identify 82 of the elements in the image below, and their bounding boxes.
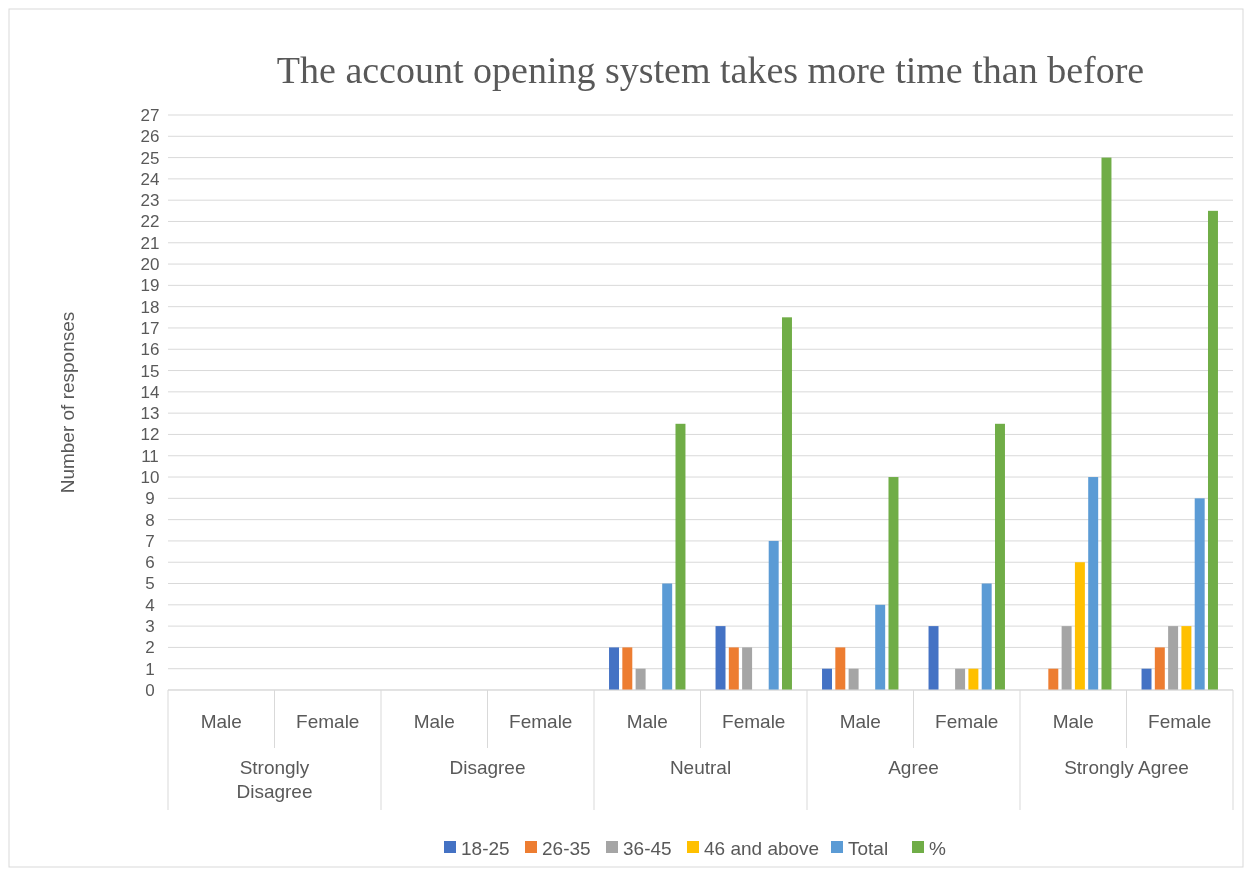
bar [1048, 668, 1059, 690]
y-tick-label: 12 [140, 425, 160, 445]
y-tick-label: 27 [140, 105, 160, 125]
x-tick-label: Female [722, 711, 786, 732]
y-tick-label: 21 [140, 233, 160, 253]
bar [994, 423, 1005, 690]
bar [835, 647, 846, 690]
legend-label: 36-45 [623, 837, 672, 859]
bar [1101, 157, 1112, 690]
bar [875, 604, 886, 690]
bar [622, 647, 633, 690]
bar [928, 626, 939, 690]
bar [1207, 210, 1218, 690]
bar [955, 668, 966, 690]
text: Disagree [449, 757, 526, 778]
y-tick-label: 8 [145, 510, 155, 530]
y-tick-label: 14 [140, 382, 160, 402]
bar [1181, 626, 1192, 690]
y-tick-label: 1 [145, 659, 155, 679]
y-tick-label: 3 [145, 617, 155, 637]
y-tick-label: 9 [145, 489, 155, 509]
y-tick-label: 11 [141, 446, 159, 466]
bar [675, 423, 686, 690]
y-tick-label: 26 [140, 127, 160, 147]
y-tick-label: 6 [145, 553, 155, 573]
y-tick-label: 25 [140, 148, 160, 168]
y-tick-label: 19 [140, 276, 160, 296]
bar [609, 647, 620, 690]
text: Strongly Agree [1064, 757, 1189, 778]
bar [728, 647, 739, 690]
bar [822, 668, 833, 690]
bar [1154, 647, 1165, 690]
bar [781, 317, 792, 690]
bar [1168, 626, 1179, 690]
y-tick-label: 22 [140, 212, 160, 232]
chart-title: The account opening system takes more time than before [276, 49, 1145, 91]
y-tick-label: 15 [140, 361, 160, 381]
legend-label: 18-25 [461, 837, 510, 859]
x-tick-label: Male [839, 711, 881, 732]
legend-label: 26-35 [542, 837, 591, 859]
bar [848, 668, 859, 690]
bar [768, 540, 779, 690]
y-tick-label: 23 [140, 191, 160, 211]
y-tick-label: 2 [145, 638, 155, 658]
y-tick-label: 5 [145, 574, 155, 594]
y-tick-label: 24 [140, 169, 160, 189]
bar [742, 647, 753, 690]
y-tick-label: 10 [140, 467, 160, 487]
bar [635, 668, 646, 690]
legend-label: Total [848, 837, 889, 859]
y-tick-label: 20 [140, 255, 160, 275]
bar [1074, 562, 1085, 690]
text: Strongly Disagree [236, 757, 313, 802]
bar [1088, 477, 1099, 690]
x-tick-label: Male [413, 711, 455, 732]
y-tick-label: 17 [140, 318, 160, 338]
y-tick-label: 13 [140, 404, 160, 424]
bar [981, 583, 992, 690]
legend-label: 46 and above [704, 837, 820, 859]
bar [968, 668, 979, 690]
x-tick-label: Male [200, 711, 242, 732]
bar [1061, 626, 1072, 690]
x-tick-label: Female [1148, 711, 1212, 732]
x-tick-label: Male [1052, 711, 1094, 732]
bar [1194, 498, 1205, 690]
y-tick-label: 18 [140, 297, 160, 317]
bar [888, 477, 899, 690]
bar [1141, 668, 1152, 690]
x-tick-label: Female [509, 711, 573, 732]
text: Neutral [669, 757, 732, 778]
y-tick-label: 16 [140, 340, 160, 360]
y-axis-title: Number of responses [57, 311, 78, 494]
y-tick-label: 0 [145, 680, 155, 700]
y-tick-label: 4 [145, 595, 155, 615]
x-tick-label: Female [935, 711, 999, 732]
x-tick-label: Male [626, 711, 668, 732]
x-tick-label: Female [296, 711, 360, 732]
text: Agree [888, 757, 939, 778]
y-tick-label: 7 [145, 531, 155, 551]
bar [715, 626, 726, 690]
bar [662, 583, 673, 690]
legend-label: % [929, 837, 946, 859]
